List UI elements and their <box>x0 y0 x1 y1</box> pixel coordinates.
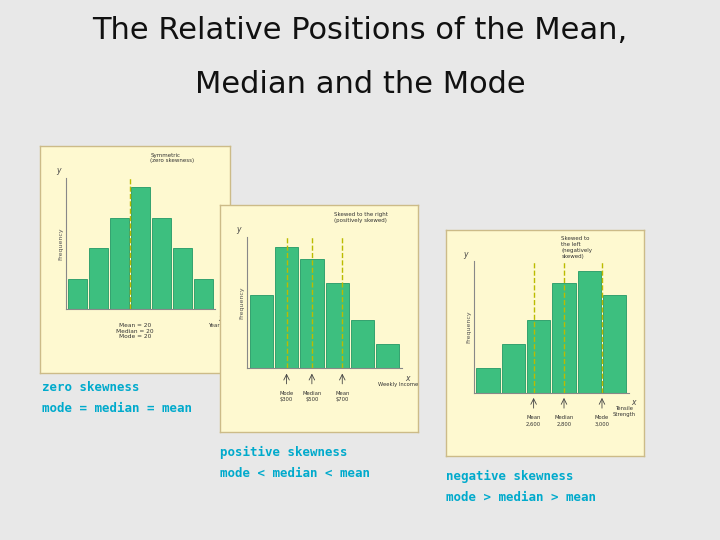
Text: Median
2,800: Median 2,800 <box>554 415 574 426</box>
Bar <box>152 218 171 309</box>
Bar <box>173 248 192 309</box>
Text: x: x <box>218 314 222 323</box>
Bar <box>527 320 550 393</box>
Text: x: x <box>631 398 636 407</box>
Text: y: y <box>237 225 241 234</box>
Text: mode > median > mean: mode > median > mean <box>446 491 596 504</box>
Bar <box>502 344 525 393</box>
Text: Weekly Income: Weekly Income <box>378 382 418 387</box>
Bar <box>325 284 349 368</box>
Bar <box>89 248 109 309</box>
Bar <box>131 187 150 309</box>
Bar <box>300 259 323 368</box>
Text: mode < median < mean: mode < median < mean <box>220 467 369 480</box>
Text: x: x <box>405 374 410 383</box>
Bar <box>68 279 88 309</box>
Bar <box>250 295 273 368</box>
Bar <box>603 295 626 393</box>
Text: y: y <box>56 166 60 175</box>
Bar <box>275 247 298 368</box>
Text: Symmetric
(zero skewness): Symmetric (zero skewness) <box>150 153 194 164</box>
Y-axis label: Frequency: Frequency <box>467 310 472 343</box>
Text: Mode
3,000: Mode 3,000 <box>595 415 609 426</box>
Bar <box>351 320 374 368</box>
Text: zero skewness: zero skewness <box>42 381 139 394</box>
Text: Mean
2,600: Mean 2,600 <box>526 415 541 426</box>
Text: Mean = 20
Median = 20
Mode = 20: Mean = 20 Median = 20 Mode = 20 <box>116 323 154 339</box>
Y-axis label: Frequency: Frequency <box>58 227 63 260</box>
Bar <box>577 271 601 393</box>
Bar <box>110 218 130 309</box>
Text: Median
$500: Median $500 <box>302 391 322 402</box>
Text: Mode
$300: Mode $300 <box>279 391 294 402</box>
Text: mode = median = mean: mode = median = mean <box>42 402 192 415</box>
Text: y: y <box>464 249 468 259</box>
Bar <box>477 368 500 393</box>
Bar <box>376 344 400 368</box>
Bar <box>194 279 213 309</box>
Y-axis label: Frequency: Frequency <box>240 286 245 319</box>
Text: Median and the Mode: Median and the Mode <box>194 70 526 99</box>
Text: Skewed to
the left
(negatively
skewed): Skewed to the left (negatively skewed) <box>562 237 593 259</box>
Text: Years: Years <box>208 323 222 328</box>
Text: positive skewness: positive skewness <box>220 446 347 458</box>
Text: negative skewness: negative skewness <box>446 470 574 483</box>
Text: The Relative Positions of the Mean,: The Relative Positions of the Mean, <box>92 16 628 45</box>
Text: Tensile
Strength: Tensile Strength <box>613 407 636 417</box>
Text: Skewed to the right
(positively skewed): Skewed to the right (positively skewed) <box>334 212 388 223</box>
Text: Mean
$700: Mean $700 <box>335 391 349 402</box>
Bar <box>552 283 576 393</box>
